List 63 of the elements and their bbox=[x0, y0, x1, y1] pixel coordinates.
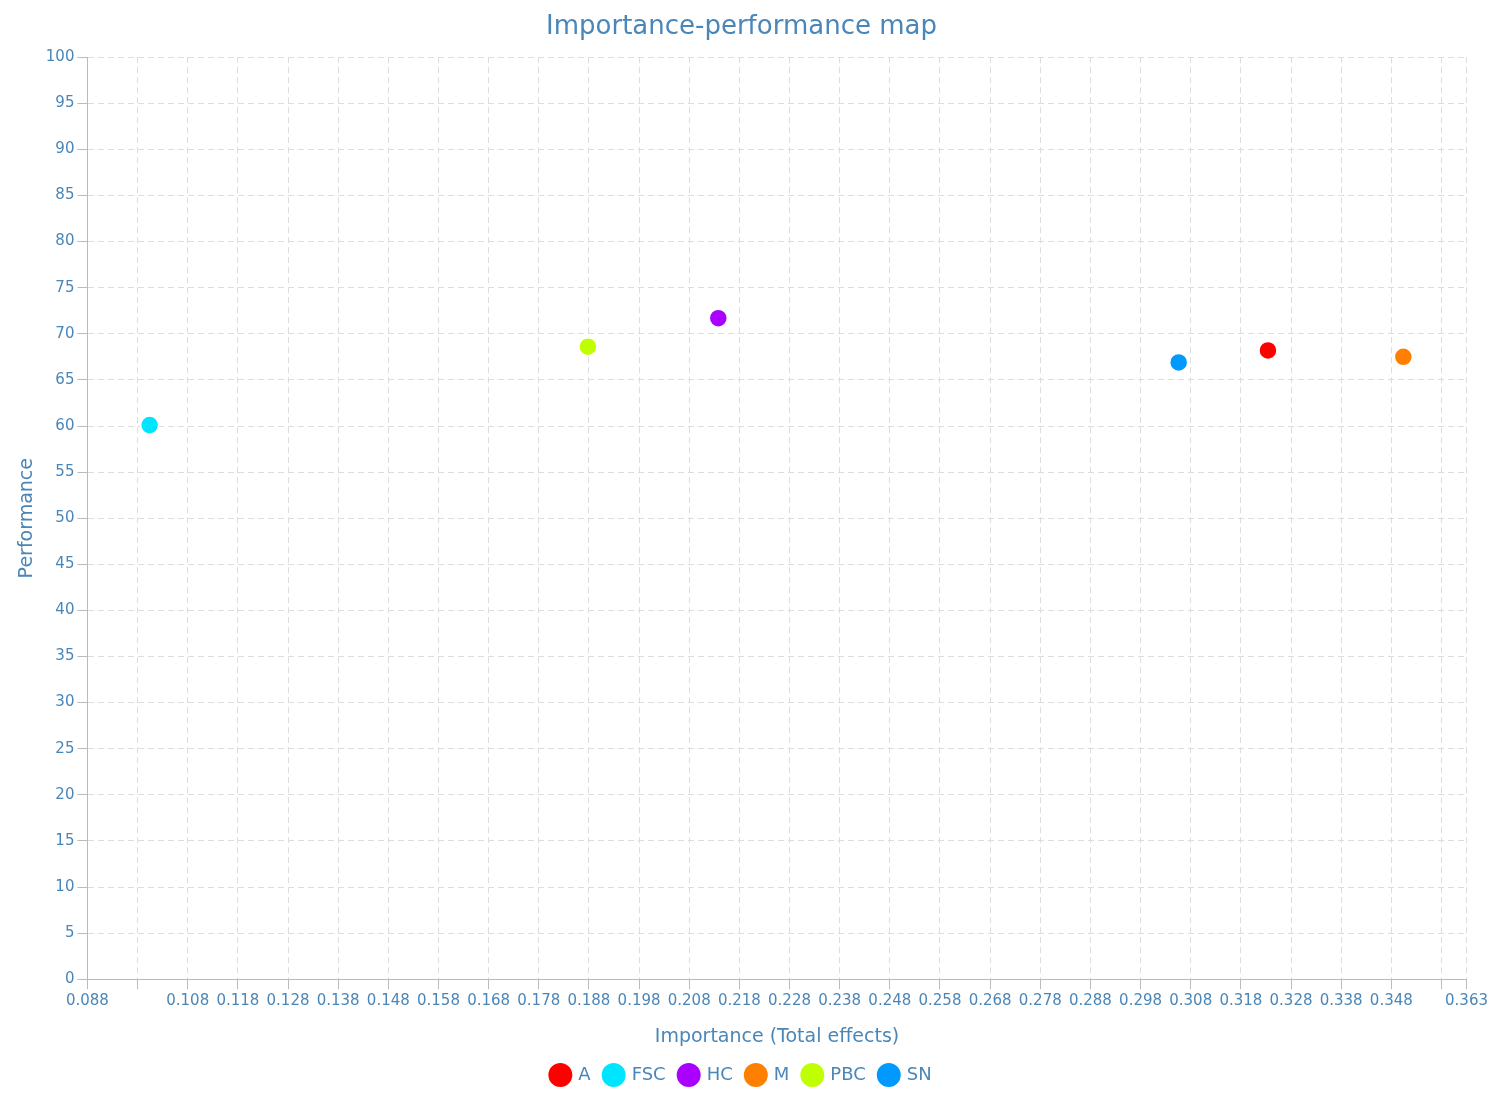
x-tick-label: 0.218 bbox=[717, 991, 761, 1010]
x-tick-label: 0.198 bbox=[617, 991, 661, 1010]
point bbox=[1168, 352, 1189, 373]
y-tick-label: 25 bbox=[55, 738, 75, 757]
x-tick-label: 0.278 bbox=[1018, 991, 1062, 1010]
x-tick-label: 0.088 bbox=[65, 991, 109, 1010]
y-tick-label: 0 bbox=[64, 969, 75, 988]
point bbox=[1258, 340, 1278, 361]
y-tick-label: 55 bbox=[55, 461, 75, 480]
x-tick-label: 0.188 bbox=[567, 991, 611, 1010]
x-tick-label: 0.348 bbox=[1369, 991, 1413, 1010]
x-tick-label: 0.208 bbox=[667, 991, 711, 1010]
y-tick-label: 10 bbox=[55, 876, 75, 895]
y-tick-label: 60 bbox=[55, 415, 75, 434]
legend-label: SN bbox=[906, 1062, 932, 1084]
x-tick-label: 0.248 bbox=[868, 991, 912, 1010]
y-tick-label: 95 bbox=[55, 93, 75, 112]
point bbox=[578, 336, 598, 357]
x-tick-label: 0.288 bbox=[1068, 991, 1112, 1010]
x-tick-label: 0.178 bbox=[517, 991, 561, 1010]
y-tick-label: 40 bbox=[55, 600, 75, 619]
y-tick-label: 50 bbox=[55, 508, 75, 527]
y-tick-label: 30 bbox=[55, 692, 75, 711]
chart-title: Importance-performance map bbox=[546, 10, 937, 41]
y-tick-label: 45 bbox=[55, 554, 75, 573]
x-tick-label: 0.318 bbox=[1219, 991, 1263, 1010]
y-tick-label: 90 bbox=[55, 139, 75, 158]
x-tick-label: 0.308 bbox=[1169, 991, 1213, 1010]
legend-label: PBC bbox=[830, 1062, 866, 1084]
y-tick-label: 85 bbox=[55, 185, 75, 204]
x-tick-label: 0.328 bbox=[1269, 991, 1313, 1010]
y-tick-label: 20 bbox=[55, 784, 75, 803]
y-tick-label: 70 bbox=[55, 323, 75, 342]
x-tick-label: 0.148 bbox=[366, 991, 410, 1010]
y-tick-label: 100 bbox=[45, 47, 75, 66]
y-tick-label: 80 bbox=[55, 231, 75, 250]
x-tick-label: 0.363 bbox=[1445, 991, 1489, 1010]
y-axis-title: Performance bbox=[14, 458, 37, 579]
x-tick-label: 0.238 bbox=[818, 991, 862, 1010]
x-axis-title: Importance (Total effects) bbox=[654, 1023, 900, 1046]
x-tick-label: 0.158 bbox=[417, 991, 460, 1010]
x-tick-label: 0.228 bbox=[768, 991, 811, 1010]
point bbox=[708, 308, 729, 328]
legend-label: A bbox=[578, 1062, 592, 1084]
legend-label: HC bbox=[706, 1062, 733, 1084]
point bbox=[1393, 347, 1414, 367]
x-tick-label: 0.298 bbox=[1119, 991, 1163, 1010]
y-tick-label: 5 bbox=[64, 922, 75, 941]
y-tick-label: 75 bbox=[55, 277, 75, 296]
x-tick-label: 0.268 bbox=[968, 991, 1012, 1010]
x-tick-label: 0.168 bbox=[467, 991, 511, 1010]
x-tick-label: 0.118 bbox=[216, 991, 260, 1010]
x-tick-label: 0.128 bbox=[266, 991, 310, 1010]
x-tick-label: 0.338 bbox=[1319, 991, 1363, 1010]
x-tick-label: 0.258 bbox=[918, 991, 962, 1010]
x-tick-label: 0.138 bbox=[316, 991, 360, 1010]
y-tick-label: 65 bbox=[55, 369, 75, 388]
x-tick-label: 0.108 bbox=[166, 991, 210, 1010]
legend-label: M bbox=[773, 1062, 790, 1084]
legend-label: FSC bbox=[631, 1062, 666, 1084]
point bbox=[139, 415, 160, 435]
y-tick-label: 15 bbox=[55, 830, 75, 849]
y-tick-label: 35 bbox=[55, 646, 75, 665]
